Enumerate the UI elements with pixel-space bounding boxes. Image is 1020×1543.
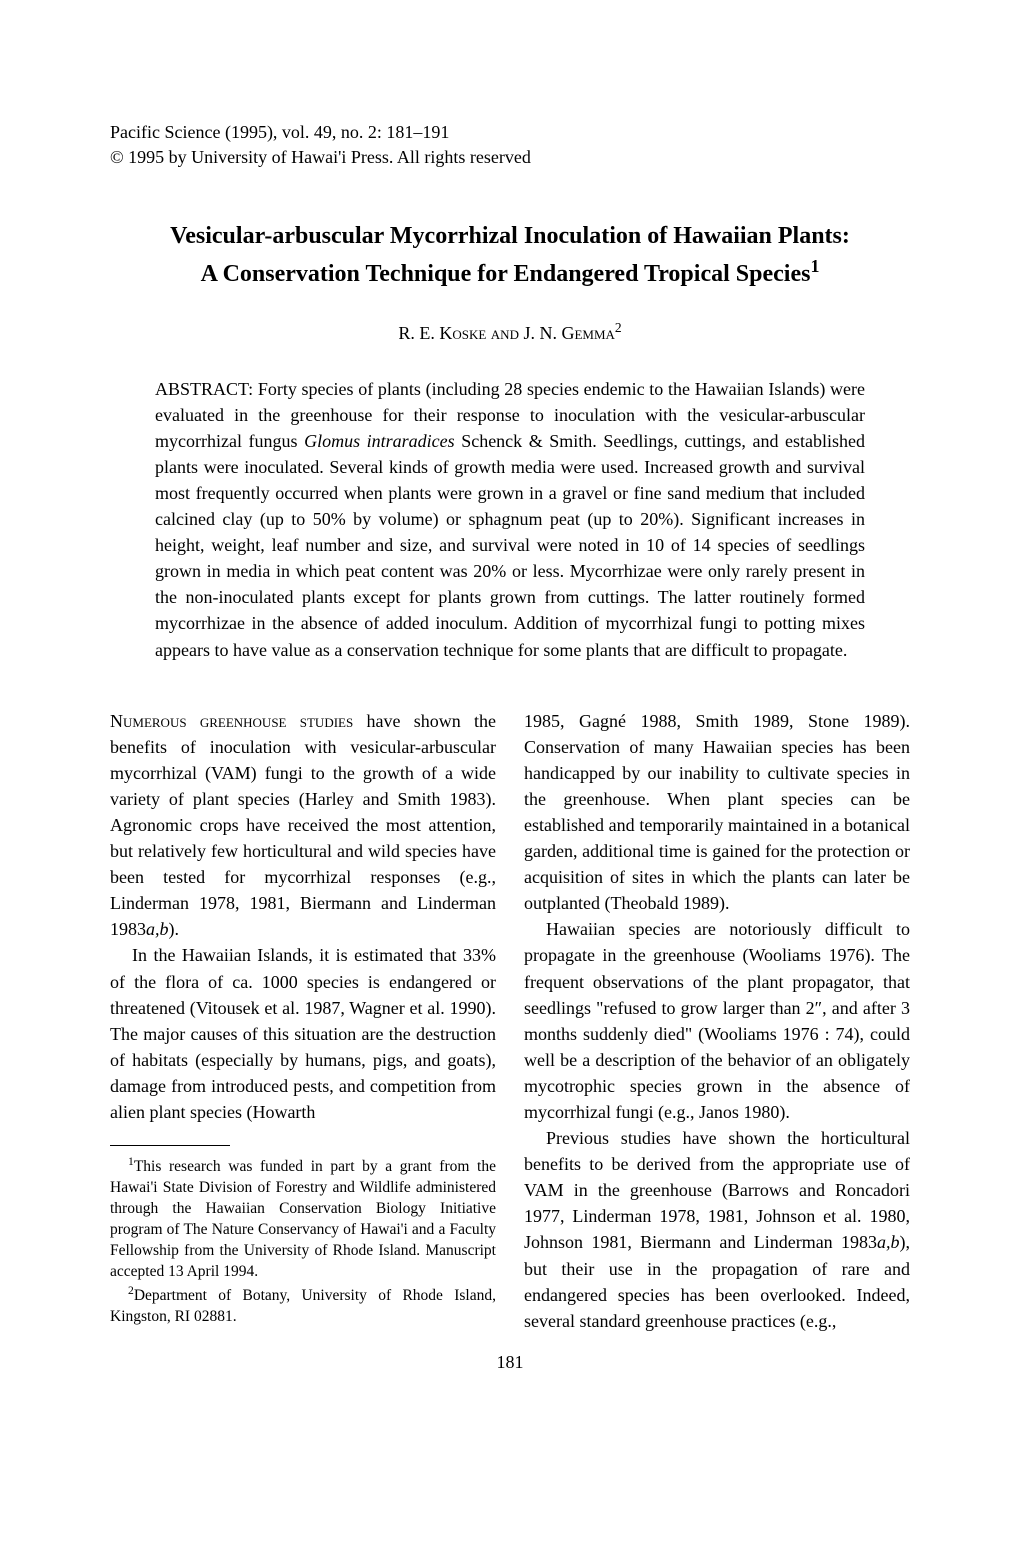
left-p1-rest: have shown the benefits of inoculation w… [110, 711, 496, 940]
right-column: 1985, Gagné 1988, Smith 1989, Stone 1989… [524, 708, 910, 1334]
right-para-2: Hawaiian species are notoriously difficu… [524, 916, 910, 1125]
copyright-line: © 1995 by University of Hawai'i Press. A… [110, 145, 910, 170]
footnote-2: 2Department of Botany, University of Rho… [110, 1283, 496, 1328]
abstract-paragraph: ABSTRACT: Forty species of plants (inclu… [155, 376, 865, 663]
title-footnote-ref: 1 [810, 256, 819, 276]
title-line-2: A Conservation Technique for Endangered … [201, 261, 811, 287]
left-para-2: In the Hawaiian Islands, it is estimated… [110, 942, 496, 1125]
authors-footnote-ref: 2 [615, 320, 622, 335]
page-number: 181 [110, 1352, 910, 1373]
journal-header: Pacific Science (1995), vol. 49, no. 2: … [110, 120, 910, 170]
abstract-label: ABSTRACT: [155, 379, 258, 399]
left-column: Numerous greenhouse studies have shown t… [110, 708, 496, 1334]
lead-smallcaps: Numerous greenhouse studies [110, 711, 353, 731]
footnote-1-text: This research was funded in part by a gr… [110, 1158, 496, 1280]
footnote-1: 1This research was funded in part by a g… [110, 1154, 496, 1283]
footnote-separator [110, 1145, 230, 1146]
right-p3-italic: a,b [877, 1232, 900, 1252]
journal-citation: Pacific Science (1995), vol. 49, no. 2: … [110, 120, 910, 145]
right-p3-a: Previous studies have shown the horticul… [524, 1128, 910, 1252]
article-title: Vesicular-arbuscular Mycorrhizal Inocula… [110, 220, 910, 291]
left-para-1: Numerous greenhouse studies have shown t… [110, 708, 496, 943]
abstract-text-2: Schenck & Smith. Seedlings, cuttings, an… [155, 431, 865, 660]
footnote-2-text: Department of Botany, University of Rhod… [110, 1287, 496, 1325]
author-names: R. E. Koske and J. N. Gemma [398, 323, 615, 343]
left-p1-italic: a,b [146, 919, 169, 939]
abstract-species-name: Glomus intraradices [304, 431, 455, 451]
body-two-column: Numerous greenhouse studies have shown t… [110, 708, 910, 1334]
right-para-1-continuation: 1985, Gagné 1988, Smith 1989, Stone 1989… [524, 708, 910, 917]
right-para-3: Previous studies have shown the horticul… [524, 1125, 910, 1334]
left-p1-end: ). [169, 919, 180, 939]
title-line-1: Vesicular-arbuscular Mycorrhizal Inocula… [170, 223, 850, 249]
authors-line: R. E. Koske and J. N. Gemma2 [110, 320, 910, 344]
